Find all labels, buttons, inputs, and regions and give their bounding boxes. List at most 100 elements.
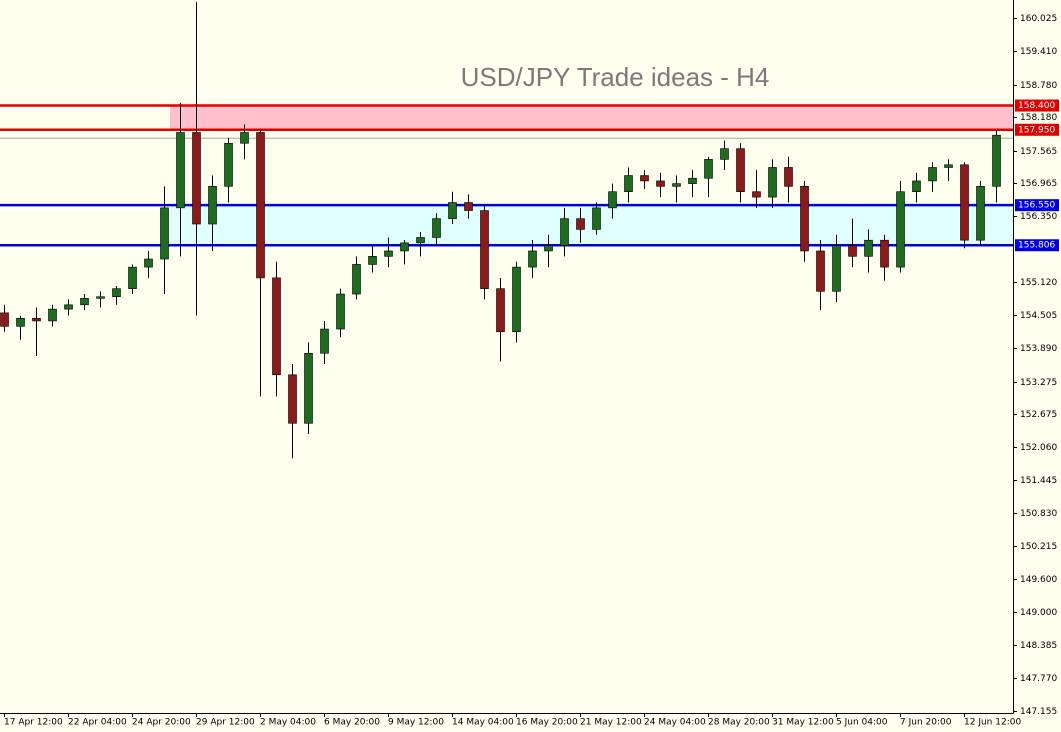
- candle-body: [560, 218, 569, 246]
- candle-body: [368, 256, 377, 265]
- y-tick-label: 153.890: [1020, 344, 1057, 354]
- y-tick-label: 160.025: [1020, 14, 1057, 24]
- level-label: 156.550: [1018, 201, 1055, 211]
- y-tick-label: 147.155: [1020, 707, 1057, 717]
- candle-body: [992, 134, 1001, 187]
- y-tick-label: 158.780: [1020, 81, 1057, 91]
- y-tick-label: 152.060: [1020, 443, 1057, 453]
- candle-body: [304, 352, 313, 424]
- level-label: 158.400: [1018, 101, 1055, 111]
- y-tick-label: 151.445: [1020, 476, 1057, 486]
- candle-body: [128, 266, 137, 289]
- candle-body: [176, 132, 185, 209]
- zone: [170, 205, 1013, 246]
- candle-body: [672, 183, 681, 187]
- candle-body: [608, 191, 617, 209]
- y-tick-label: 149.000: [1020, 608, 1057, 618]
- candle-body: [64, 304, 73, 310]
- y-tick-label: 150.830: [1020, 509, 1057, 519]
- candle-body: [288, 374, 297, 424]
- x-tick-label: 31 May 12:00: [772, 718, 834, 728]
- level-label: 157.950: [1018, 125, 1055, 135]
- x-tick-label: 29 Apr 12:00: [196, 718, 255, 728]
- candle-body: [960, 164, 969, 241]
- levels: [0, 104, 1013, 247]
- x-tick-label: 6 May 20:00: [324, 718, 380, 728]
- level-label-box: [1015, 199, 1059, 212]
- candle-body: [768, 167, 777, 198]
- x-tick-label: 24 Apr 20:00: [132, 718, 191, 728]
- candle-body: [160, 207, 169, 260]
- y-tick-label: 152.675: [1020, 410, 1057, 420]
- x-tick-label: 21 May 12:00: [580, 718, 642, 728]
- candle-body: [48, 308, 57, 322]
- y-tick-label: 156.965: [1020, 179, 1057, 189]
- candle-body: [912, 180, 921, 193]
- y-tick-label: 150.215: [1020, 542, 1057, 552]
- candle-body: [96, 296, 105, 299]
- candle-body: [0, 312, 9, 327]
- y-tick-label: 154.505: [1020, 311, 1057, 321]
- candle-body: [800, 186, 809, 252]
- x-tick-label: 24 May 04:00: [644, 718, 706, 728]
- zones: [170, 105, 1013, 246]
- candle-body: [848, 245, 857, 257]
- candle-body: [480, 210, 489, 289]
- candle-body: [192, 132, 201, 225]
- x-tick-label: 14 May 04:00: [452, 718, 514, 728]
- zone: [170, 105, 1013, 130]
- x-tick-label: 22 Apr 04:00: [68, 718, 127, 728]
- chart-title: USD/JPY Trade ideas - H4: [461, 62, 770, 92]
- candle-body: [592, 207, 601, 230]
- y-tick-label: 153.275: [1020, 378, 1057, 388]
- candle-body: [256, 132, 265, 279]
- candle-body: [464, 202, 473, 211]
- axis-labels: 160.025 159.410 158.780 158.180 157.565 156.9…: [4, 14, 1059, 728]
- level-label-box: [1015, 99, 1059, 112]
- candle-body: [208, 186, 217, 225]
- level-label-box: [1015, 123, 1059, 136]
- candle-body: [16, 317, 25, 327]
- candle-body: [704, 159, 713, 179]
- y-tick-label: 157.565: [1020, 147, 1057, 157]
- candle-body: [976, 186, 985, 241]
- candle-body: [784, 167, 793, 187]
- y-tick-label: 159.410: [1020, 47, 1057, 57]
- candle-body: [352, 264, 361, 295]
- y-tick-label: 147.770: [1020, 674, 1057, 684]
- candle-body: [496, 288, 505, 333]
- candle-body: [240, 132, 249, 144]
- candle-body: [624, 175, 633, 193]
- candle-body: [384, 250, 393, 257]
- candle-body: [944, 164, 953, 168]
- candle-body: [864, 239, 873, 257]
- candles: [0, 2, 1001, 459]
- y-tick-label: 149.600: [1020, 575, 1057, 585]
- candle-body: [80, 298, 89, 306]
- x-tick-label: 16 May 20:00: [516, 718, 578, 728]
- x-tick-label: 28 May 20:00: [708, 718, 770, 728]
- level-label: 155.806: [1018, 241, 1055, 251]
- x-tick-label: 7 Jun 20:00: [900, 718, 952, 728]
- x-tick-label: 9 May 12:00: [388, 718, 444, 728]
- x-tick-label: 12 Jun 12:00: [964, 718, 1021, 728]
- x-tick-label: 5 Jun 04:00: [836, 718, 888, 728]
- y-tick-label: 155.120: [1020, 278, 1057, 288]
- candle-body: [816, 250, 825, 292]
- candle-body: [880, 239, 889, 268]
- candle-body: [832, 245, 841, 292]
- candle-body: [576, 218, 585, 230]
- candle-body: [112, 288, 121, 298]
- level-label-box: [1015, 239, 1059, 252]
- candle-body: [928, 167, 937, 182]
- candle-body: [32, 317, 41, 322]
- candle-body: [144, 258, 153, 268]
- candle-body: [224, 142, 233, 187]
- y-tick-label: 158.180: [1020, 113, 1057, 123]
- candle-body: [416, 237, 425, 244]
- candle-body: [736, 148, 745, 193]
- candle-body: [400, 242, 409, 252]
- candle-body: [432, 218, 441, 238]
- candle-body: [896, 191, 905, 268]
